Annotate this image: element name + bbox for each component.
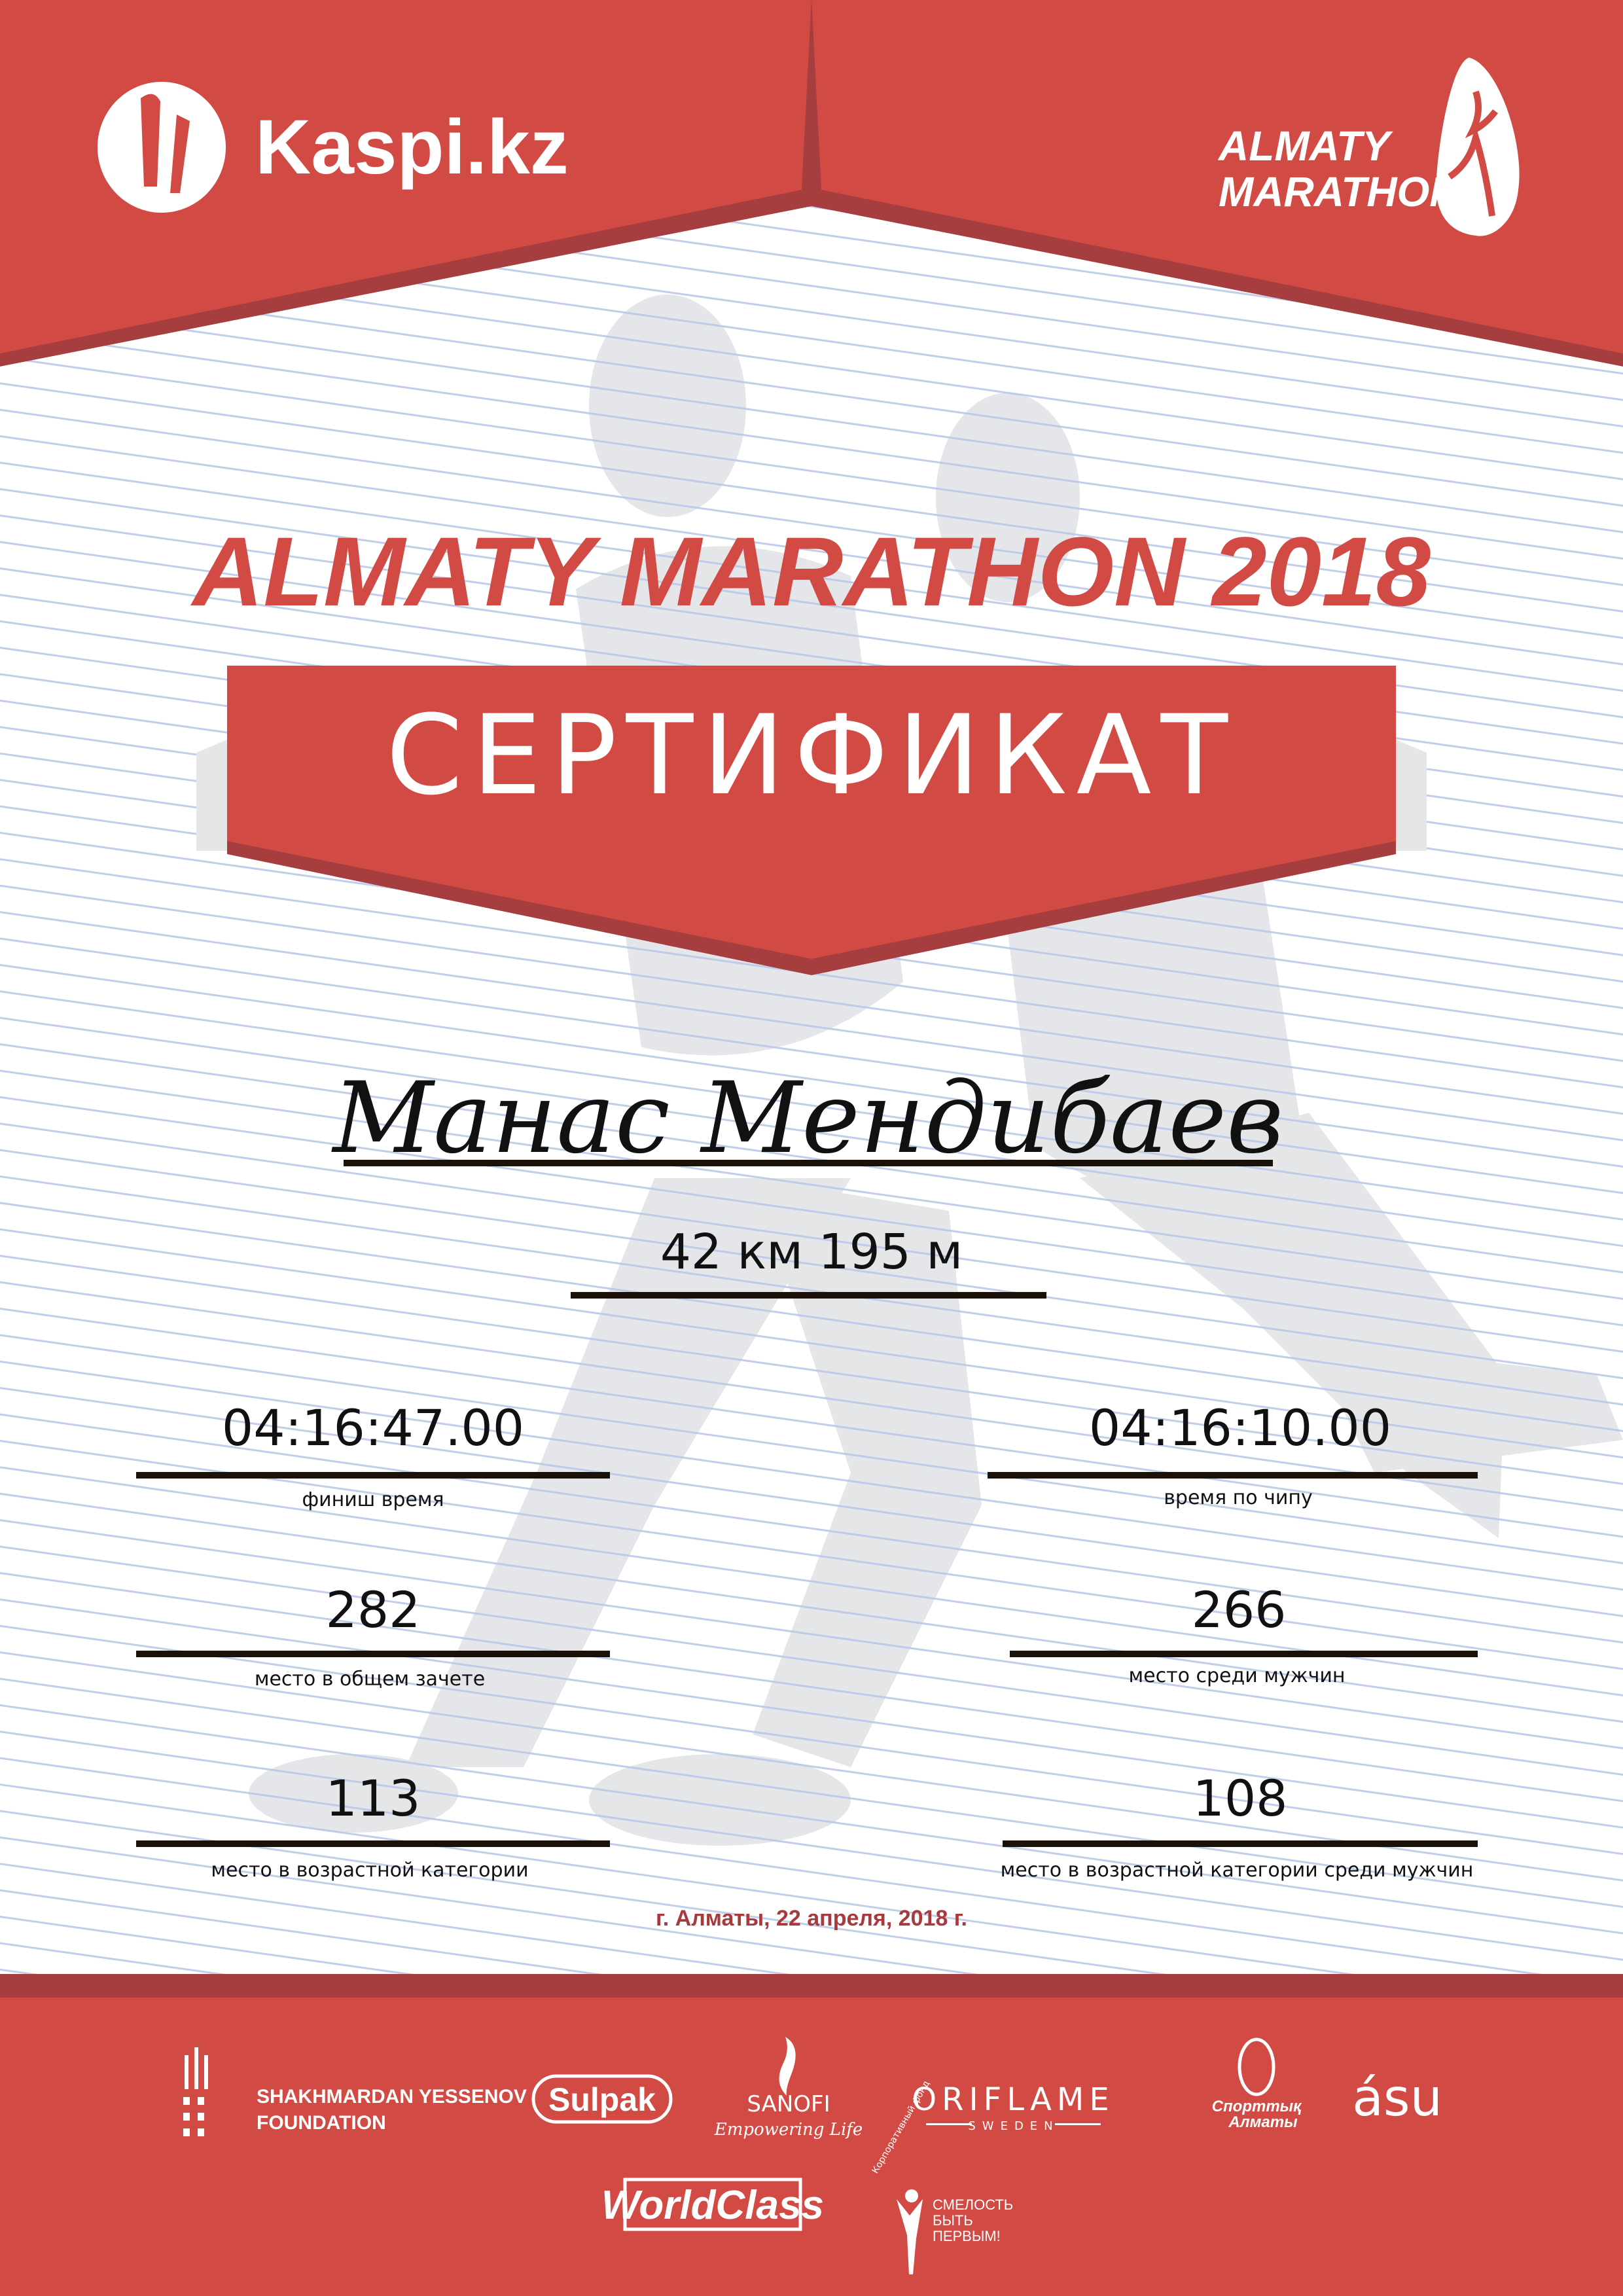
kaspi-people-icon: [98, 82, 226, 213]
sport-almaty-logo: Спорттық Алматы: [1212, 2037, 1302, 2131]
age-place-value: 113: [325, 1769, 420, 1827]
distance-value: 42 км 195 м: [660, 1224, 963, 1280]
overall-place-underline: [136, 1651, 610, 1657]
worldclass-text: WorldClass: [601, 2183, 824, 2228]
finish-time-label: финиш время: [302, 1488, 444, 1511]
age-gender-place-value: 108: [1192, 1769, 1287, 1827]
age-place-label: место в возрастной категории: [211, 1859, 528, 1882]
almaty-logo-line2: MARATHON: [1219, 168, 1461, 215]
age-gender-place: 108 место в возрастной категории среди м…: [1001, 1769, 1478, 1882]
event-date-location: г. Алматы, 22 апреля, 2018 г.: [656, 1906, 967, 1931]
chip-time-underline: [988, 1472, 1478, 1479]
participant-name: Манас Мендибаев: [331, 1062, 1284, 1175]
chip-time: 04:16:10.00 время по чипу: [988, 1399, 1478, 1509]
chip-time-label: время по чипу: [1164, 1486, 1313, 1509]
yessenov-line2: FOUNDATION: [257, 2112, 386, 2134]
courage-figure-icon: [905, 2189, 918, 2202]
sanofi-name: SANOFI: [747, 2091, 830, 2117]
courage-line2: БЫТЬ: [933, 2212, 973, 2229]
finish-time: 04:16:47.00 финиш время: [136, 1399, 610, 1511]
event-title: ALMATY MARATHON 2018: [190, 516, 1431, 626]
kaspi-logo-text: Kaspi.kz: [255, 104, 569, 190]
gender-place-underline: [1010, 1651, 1478, 1657]
oriflame-name: ORIFLAME: [912, 2081, 1114, 2118]
name-underline: [344, 1160, 1273, 1166]
sponsors-footer: SHAKHMARDAN YESSENOV FOUNDATION Sulpak S…: [0, 1974, 1623, 2296]
age-place: 113 место в возрастной категории: [136, 1769, 610, 1882]
gender-place-value: 266: [1191, 1581, 1286, 1639]
sulpak-logo: Sulpak: [531, 2074, 673, 2124]
results-grid: 04:16:47.00 финиш время 04:16:10.00 врем…: [136, 1399, 1478, 1882]
finish-time-value: 04:16:47.00: [222, 1399, 524, 1457]
overall-place: 282 место в общем зачете: [136, 1581, 610, 1691]
sanofi-tagline: Empowering Life: [714, 2120, 863, 2140]
yessenov-line1: SHAKHMARDAN YESSENOV: [257, 2086, 527, 2108]
sanofi-logo: SANOFI Empowering Life: [714, 2037, 863, 2140]
kaspi-logo: Kaspi.kz: [98, 82, 569, 213]
sport-almaty-line1: Спорттық: [1212, 2098, 1302, 2115]
courage-line3: ПЕРВЫМ!: [933, 2228, 1001, 2244]
certificate-banner: СЕРТИФИКАТ: [196, 666, 1427, 975]
yessenov-foundation-logo: SHAKHMARDAN YESSENOV FOUNDATION: [183, 2047, 527, 2136]
sulpak-text: Sulpak: [548, 2081, 656, 2118]
sanofi-bird-icon: [779, 2037, 796, 2096]
wave-lines-pattern: [0, 0, 1623, 1977]
gender-place-label: место среди мужчин: [1129, 1664, 1346, 1687]
chip-time-value: 04:16:10.00: [1089, 1399, 1391, 1457]
gender-place: 266 место среди мужчин: [1010, 1581, 1478, 1687]
header: Kaspi.kz ALMATY MARATHON: [0, 0, 1623, 367]
age-gender-place-underline: [1003, 1840, 1478, 1847]
overall-place-value: 282: [325, 1581, 420, 1639]
asu-logo: ásu: [1352, 2069, 1442, 2128]
oriflame-sub: SWEDEN: [968, 2119, 1059, 2133]
worldclass-logo: WorldClass: [601, 2178, 824, 2231]
age-gender-place-label: место в возрастной категории среди мужчи…: [1001, 1859, 1474, 1882]
oriflame-logo: ORIFLAME SWEDEN: [912, 2081, 1114, 2133]
certificate-heading: СЕРТИФИКАТ: [386, 691, 1237, 819]
almaty-marathon-logo: ALMATY MARATHON: [1217, 58, 1520, 236]
almaty-logo-line1: ALMATY: [1217, 122, 1393, 170]
courage-line1: СМЕЛОСТЬ: [933, 2197, 1013, 2213]
sport-almaty-emblem-icon: [1238, 2037, 1275, 2096]
distance-underline: [571, 1292, 1046, 1299]
overall-place-label: место в общем зачете: [255, 1668, 485, 1691]
age-place-underline: [136, 1840, 610, 1847]
finish-time-underline: [136, 1472, 610, 1479]
sport-almaty-line2: Алматы: [1228, 2113, 1298, 2131]
